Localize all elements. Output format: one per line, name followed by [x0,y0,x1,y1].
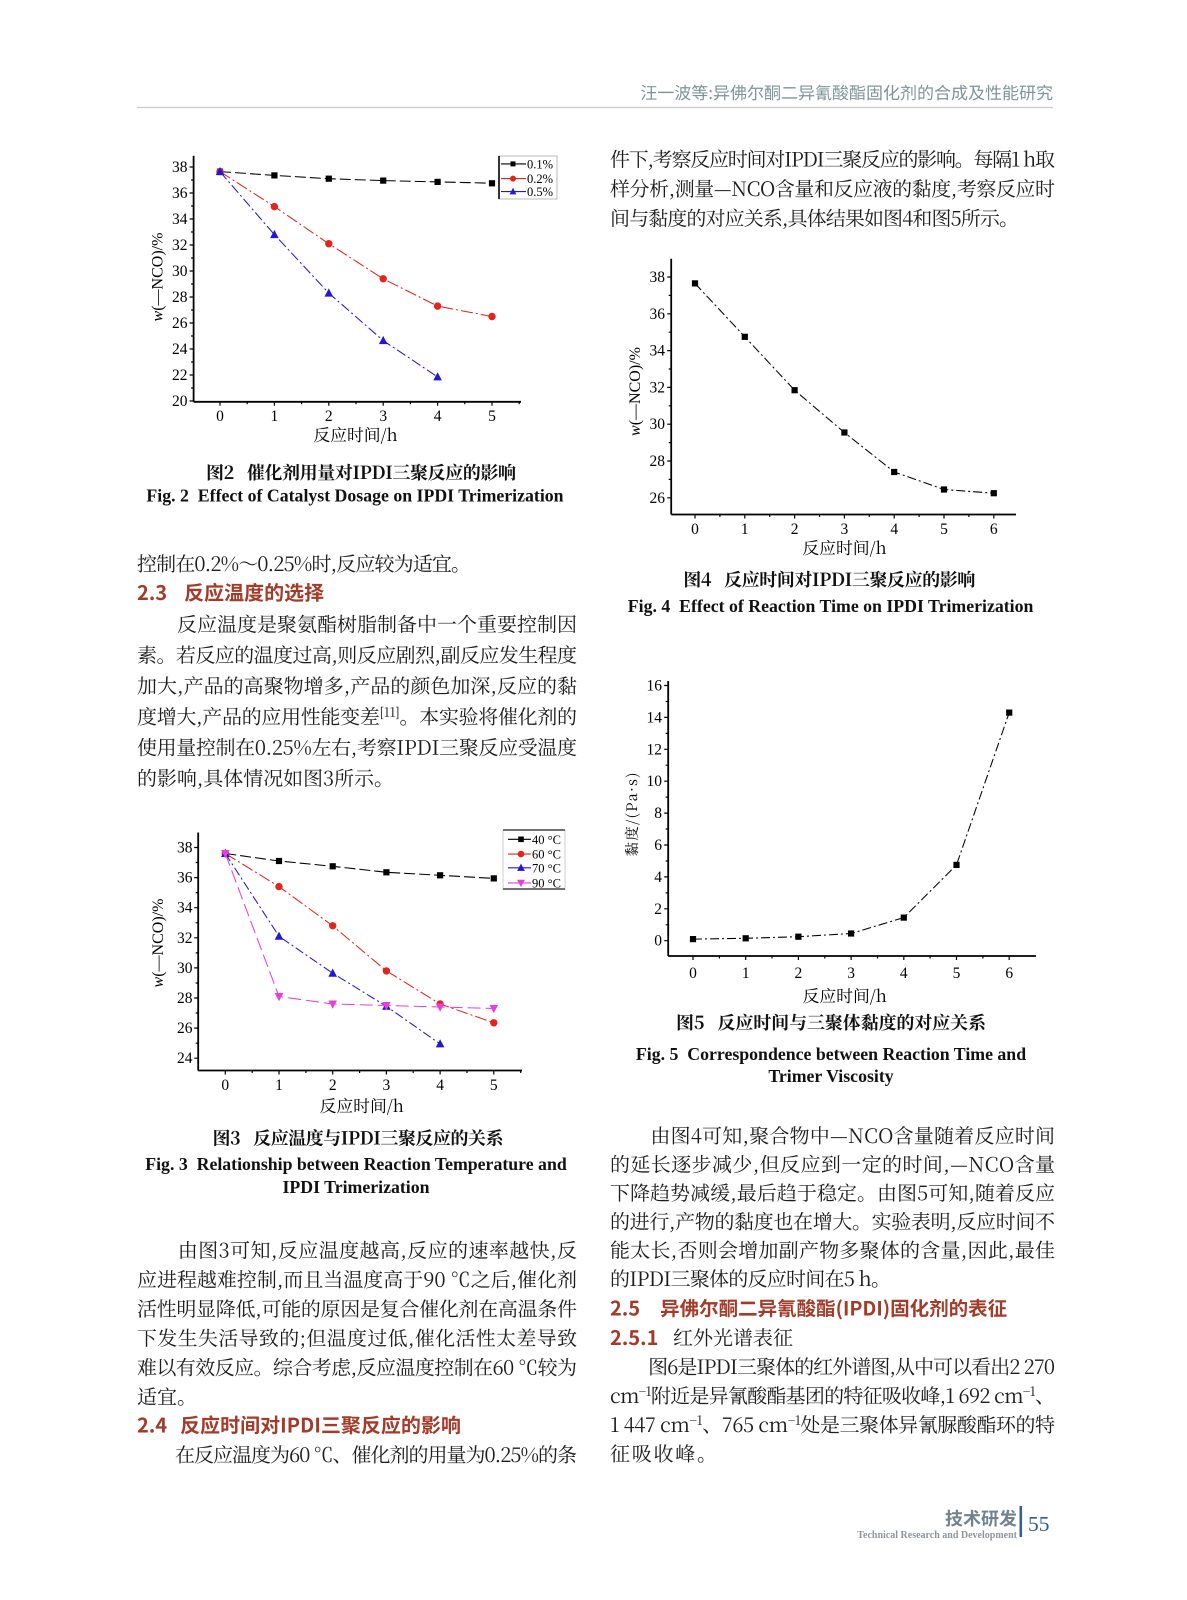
svg-text:1: 1 [271,408,279,425]
svg-text:3: 3 [841,521,849,538]
svg-text:38: 38 [177,840,193,857]
svg-text:36: 36 [172,185,188,202]
svg-text:0: 0 [689,965,697,982]
svg-text:26: 26 [172,315,188,332]
svg-text:90 °C: 90 °C [532,876,561,890]
svg-text:Fig. 5 Correspondence between: Fig. 5 Correspondence between Reaction T… [636,1044,1026,1064]
svg-text:26: 26 [177,1020,193,1037]
svg-text:12: 12 [647,741,663,758]
svg-text:24: 24 [177,1050,193,1067]
svg-text:28: 28 [177,990,193,1007]
svg-text:4: 4 [434,408,442,425]
svg-text:40 °C: 40 °C [532,833,561,847]
svg-text:14: 14 [647,709,663,726]
svg-text:1: 1 [742,965,750,982]
svg-text:55: 55 [1028,1512,1050,1536]
svg-text:36: 36 [650,306,666,323]
svg-text:30: 30 [650,416,666,433]
svg-text:2: 2 [329,1077,337,1094]
svg-text:0.2%: 0.2% [527,172,553,186]
svg-text:0: 0 [691,521,699,538]
svg-text:22: 22 [172,367,188,384]
svg-text:30: 30 [177,960,193,977]
svg-text:0.5%: 0.5% [527,185,553,199]
svg-text:6: 6 [1005,965,1013,982]
svg-text:34: 34 [650,343,666,360]
svg-text:24: 24 [172,341,188,358]
svg-text:34: 34 [177,900,193,917]
svg-text:4: 4 [436,1077,444,1094]
svg-text:2: 2 [791,521,799,538]
svg-text:0: 0 [216,408,224,425]
svg-text:28: 28 [650,453,666,470]
svg-text:32: 32 [177,930,193,947]
svg-text:32: 32 [650,379,666,396]
svg-text:3: 3 [383,1077,391,1094]
svg-text:2: 2 [654,901,662,918]
svg-text:4: 4 [890,521,898,538]
svg-text:5: 5 [953,965,961,982]
svg-text:8: 8 [654,805,662,822]
svg-text:IPDI Trimerization: IPDI Trimerization [283,1177,430,1197]
svg-text:4: 4 [900,965,908,982]
svg-text:0: 0 [654,933,662,950]
svg-text:6: 6 [990,521,998,538]
svg-text:3: 3 [847,965,855,982]
svg-text:1: 1 [275,1077,283,1094]
svg-text:0.1%: 0.1% [527,157,553,171]
svg-text:28: 28 [172,289,188,306]
svg-text:38: 38 [650,269,666,286]
svg-text:Fig. 2 Effect of Catalyst Dos: Fig. 2 Effect of Catalyst Dosage on IPDI… [146,486,563,506]
svg-text:3: 3 [379,408,387,425]
svg-text:5: 5 [488,408,496,425]
svg-text:34: 34 [172,211,188,228]
svg-text:2: 2 [325,408,333,425]
svg-text:26: 26 [650,490,666,507]
svg-text:Fig. 4 Effect of Reaction Tim: Fig. 4 Effect of Reaction Time on IPDI T… [628,596,1034,616]
svg-text:Trimer Viscosity: Trimer Viscosity [768,1066,893,1086]
svg-text:20: 20 [172,393,188,410]
svg-text:36: 36 [177,870,193,887]
svg-text:30: 30 [172,263,188,280]
svg-text:6: 6 [654,837,662,854]
svg-text:w(—NCO)/%: w(—NCO)/% [150,233,167,322]
svg-text:16: 16 [647,678,663,695]
svg-text:60 °C: 60 °C [532,848,561,862]
svg-text:70 °C: 70 °C [532,861,561,875]
svg-text:32: 32 [172,237,188,254]
svg-text:0: 0 [221,1077,229,1094]
svg-text:5: 5 [490,1077,498,1094]
svg-text:2: 2 [795,965,803,982]
svg-text:Technical Research and Develop: Technical Research and Development [857,1530,1017,1541]
svg-text:Fig. 3 Relationship between R: Fig. 3 Relationship between Reaction Tem… [145,1154,567,1174]
svg-text:38: 38 [172,159,188,176]
svg-text:10: 10 [647,773,663,790]
svg-text:w(—NCO)/%: w(—NCO)/% [150,899,167,988]
svg-text:1: 1 [741,521,749,538]
svg-text:5: 5 [940,521,948,538]
svg-text:4: 4 [654,869,662,886]
svg-text:w(—NCO)/%: w(—NCO)/% [627,347,644,436]
